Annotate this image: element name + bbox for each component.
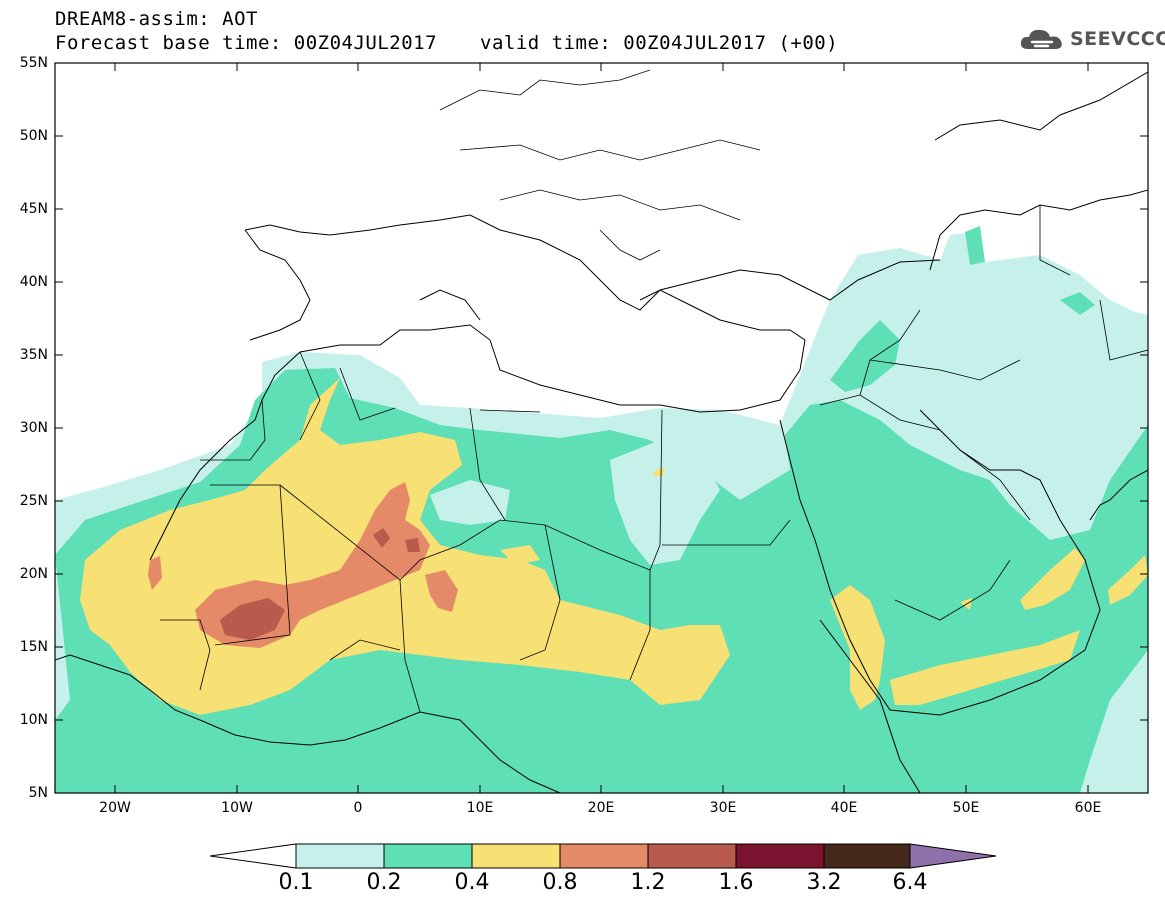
colorbar-label: 0.4 bbox=[454, 870, 490, 895]
colorbar-swatch bbox=[383, 843, 473, 869]
colorbar-swatch bbox=[471, 843, 561, 869]
lon-label: 50E bbox=[952, 800, 980, 816]
forecast-base-time: Forecast base time: 00Z04JUL2017 bbox=[55, 32, 438, 54]
lon-label: 60E bbox=[1074, 800, 1102, 816]
colorbar-label: 0.2 bbox=[366, 870, 402, 895]
country-borders bbox=[160, 69, 1148, 713]
colorbar-upper-triangle bbox=[909, 843, 997, 869]
lon-label: 20E bbox=[587, 800, 615, 816]
colorbar-label: 3.2 bbox=[806, 870, 842, 895]
colorbar-swatch bbox=[647, 843, 737, 869]
lat-label: 20N bbox=[19, 566, 48, 582]
colorbar-swatch bbox=[735, 843, 825, 869]
lat-label: 15N bbox=[19, 639, 48, 655]
colorbar-label: 0.1 bbox=[278, 870, 314, 895]
lat-label: 10N bbox=[19, 712, 48, 728]
lon-ticks bbox=[114, 63, 1089, 793]
lat-label: 55N bbox=[19, 55, 48, 71]
colorbar-label: 6.4 bbox=[892, 870, 928, 895]
colorbar-label: 1.2 bbox=[630, 870, 666, 895]
map-title: DREAM8-assim: AOT bbox=[55, 8, 258, 30]
lat-label: 35N bbox=[19, 347, 48, 363]
lon-label: 10E bbox=[466, 800, 494, 816]
logo-text: SEEVCCC bbox=[1070, 28, 1165, 50]
lat-label: 40N bbox=[19, 274, 48, 290]
colorbar-lower-triangle bbox=[209, 843, 297, 869]
aot-hole-libya bbox=[430, 440, 720, 565]
coastlines bbox=[55, 71, 1148, 793]
colorbar bbox=[209, 843, 997, 869]
lon-label: 0 bbox=[353, 800, 363, 816]
valid-time: valid time: 00Z04JUL2017 (+00) bbox=[480, 32, 839, 54]
colorbar-swatch bbox=[559, 843, 649, 869]
cloud-icon bbox=[1020, 29, 1062, 49]
colorbar-swatch bbox=[295, 843, 385, 869]
lat-label: 25N bbox=[19, 493, 48, 509]
lat-label: 30N bbox=[19, 420, 48, 436]
seevccc-logo: SEEVCCC bbox=[1018, 24, 1165, 54]
lat-label: 45N bbox=[19, 201, 48, 217]
lat-ticks bbox=[55, 135, 1148, 721]
aot-layer-1.2 bbox=[220, 528, 420, 640]
lon-label: 30E bbox=[709, 800, 737, 816]
lat-label: 50N bbox=[19, 128, 48, 144]
colorbar-label: 1.6 bbox=[718, 870, 754, 895]
lon-label: 40E bbox=[830, 800, 858, 816]
colorbar-swatch bbox=[823, 843, 911, 869]
lat-label: 5N bbox=[28, 785, 48, 801]
lon-label: 10W bbox=[221, 800, 253, 816]
colorbar-label: 0.8 bbox=[542, 870, 578, 895]
lon-label: 20W bbox=[99, 800, 131, 816]
